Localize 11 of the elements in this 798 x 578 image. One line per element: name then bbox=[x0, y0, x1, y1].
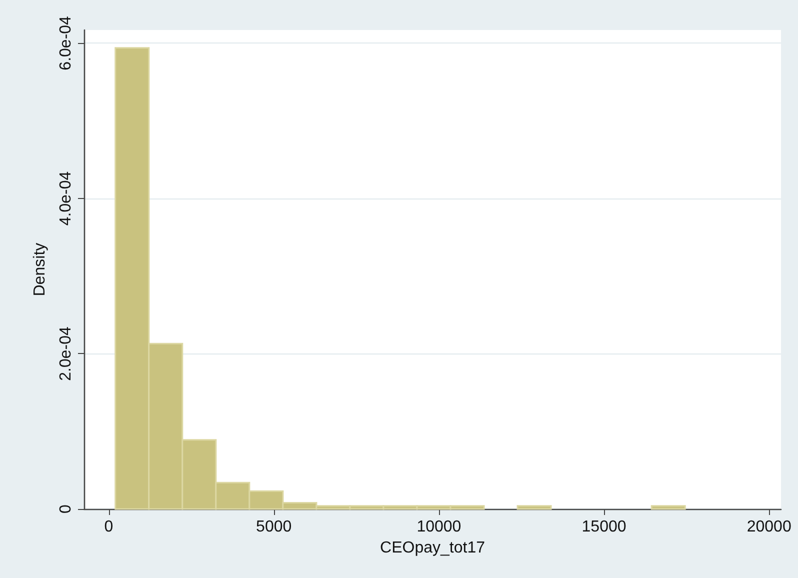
x-tick-label: 20000 bbox=[746, 518, 792, 536]
y-tick-label: 2.0e-04 bbox=[58, 326, 74, 381]
x-tick-label: 0 bbox=[104, 518, 114, 536]
x-tick-label: 5000 bbox=[256, 518, 292, 536]
x-tick-label: 10000 bbox=[416, 518, 462, 536]
y-tick-label: 0 bbox=[58, 504, 74, 514]
x-tick-label: 15000 bbox=[582, 518, 626, 536]
x-axis-title: CEOpay_tot17 bbox=[380, 539, 486, 556]
y-tick-label: 4.0e-04 bbox=[58, 171, 74, 226]
y-axis-title: Density bbox=[32, 242, 48, 296]
y-tick-label: 6.0e-04 bbox=[58, 16, 74, 70]
